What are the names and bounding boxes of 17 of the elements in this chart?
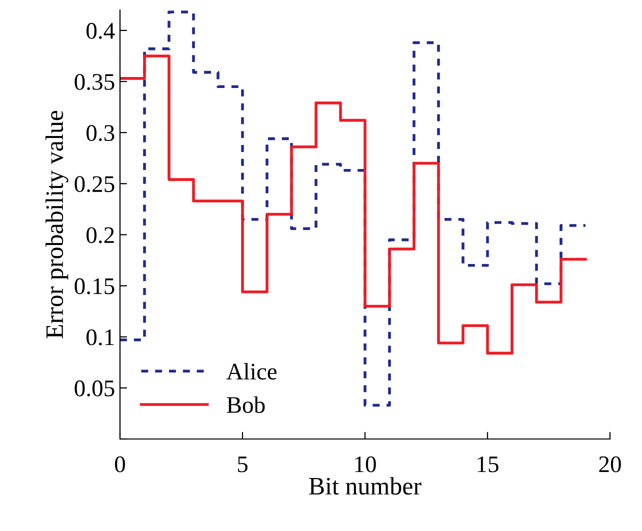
- y-tick-label: 0.35: [74, 74, 114, 90]
- y-tick-label: 0.05: [74, 380, 114, 396]
- x-tick-label: 20: [599, 456, 621, 472]
- x-tick-label: 10: [355, 456, 376, 472]
- x-tick-label: 15: [478, 456, 498, 472]
- y-tick-label: 0.15: [74, 278, 114, 294]
- legend-label: Alice: [226, 362, 277, 380]
- y-tick-label: 0.4: [86, 22, 115, 39]
- y-tick-label: 0.2: [86, 227, 114, 244]
- y-tick-label: 0.1: [86, 329, 114, 346]
- y-tick-label: 0.3: [86, 125, 114, 142]
- y-tick-label: 0.25: [74, 176, 114, 192]
- x-tick-label: 0: [114, 456, 126, 472]
- x-axis-title: Bit number: [309, 477, 422, 495]
- x-tick-label: 5: [238, 456, 248, 472]
- legend-label: Bob: [226, 396, 265, 413]
- y-axis-title: Error probability value: [46, 110, 68, 338]
